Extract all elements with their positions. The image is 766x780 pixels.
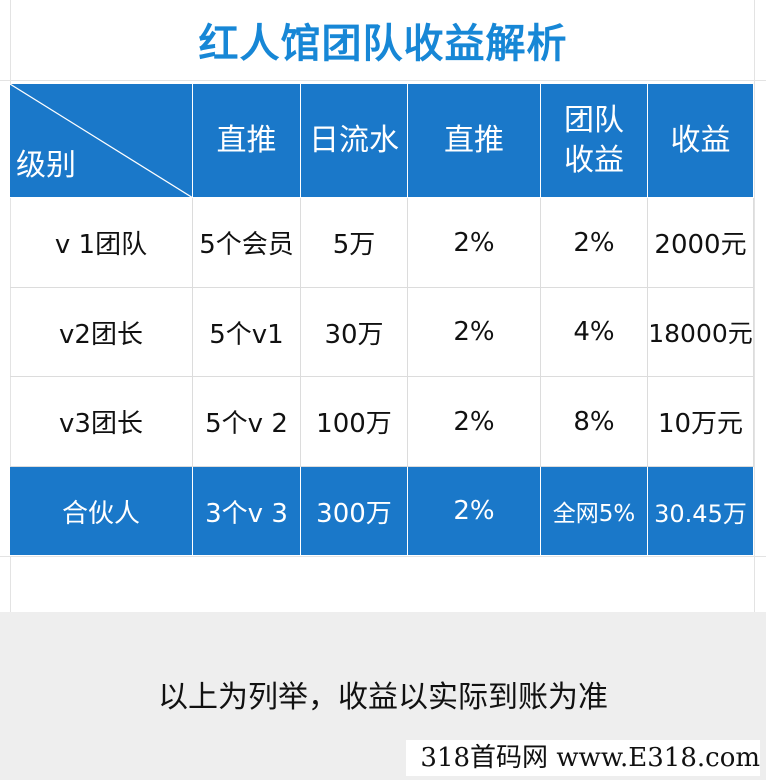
page-title: 红人馆团队收益解析 bbox=[198, 21, 568, 67]
header-daily-flow: 日流水 bbox=[301, 84, 408, 198]
row1-team-pct: 2% bbox=[541, 198, 648, 288]
row4-direct-pct: 2% bbox=[408, 467, 541, 556]
row2-direct-pct: 2% bbox=[408, 288, 541, 377]
row3-flow: 100万 bbox=[301, 377, 408, 467]
row2-income: 18000元 bbox=[648, 288, 754, 377]
row2-direct: 5个v1 bbox=[193, 288, 301, 377]
header-team-income: 团队 收益 bbox=[541, 84, 648, 198]
row1-level: v 1团队 bbox=[10, 198, 193, 288]
row4-income: 30.45万 bbox=[648, 467, 754, 556]
row2-team-pct: 4% bbox=[541, 288, 648, 377]
row4-team-pct: 全网5% bbox=[541, 467, 648, 556]
disclaimer-note: 以上为列举，收益以实际到账为准 bbox=[158, 680, 608, 715]
header-direct: 直推 bbox=[193, 84, 301, 198]
header-team-income-line2: 收益 bbox=[564, 142, 624, 178]
header-income: 收益 bbox=[648, 84, 754, 198]
row2-level: v2团长 bbox=[10, 288, 193, 377]
row4-direct: 3个v 3 bbox=[193, 467, 301, 556]
row4-flow: 300万 bbox=[301, 467, 408, 556]
row1-flow: 5万 bbox=[301, 198, 408, 288]
header-direct-pct: 直推 bbox=[408, 84, 541, 198]
row1-direct: 5个会员 bbox=[193, 198, 301, 288]
row3-direct: 5个v 2 bbox=[193, 377, 301, 467]
row1-direct-pct: 2% bbox=[408, 198, 541, 288]
row3-team-pct: 8% bbox=[541, 377, 648, 467]
row1-income: 2000元 bbox=[648, 198, 754, 288]
header-corner-cell bbox=[10, 84, 193, 198]
row3-direct-pct: 2% bbox=[408, 377, 541, 467]
row4-level: 合伙人 bbox=[10, 467, 193, 556]
header-level: 级别 bbox=[16, 148, 76, 183]
row3-income: 10万元 bbox=[648, 377, 754, 467]
row2-flow: 30万 bbox=[301, 288, 408, 377]
row3-level: v3团长 bbox=[10, 377, 193, 467]
header-team-income-line1: 团队 bbox=[564, 102, 624, 138]
watermark: 318首码网 www.E318.com bbox=[406, 740, 760, 776]
